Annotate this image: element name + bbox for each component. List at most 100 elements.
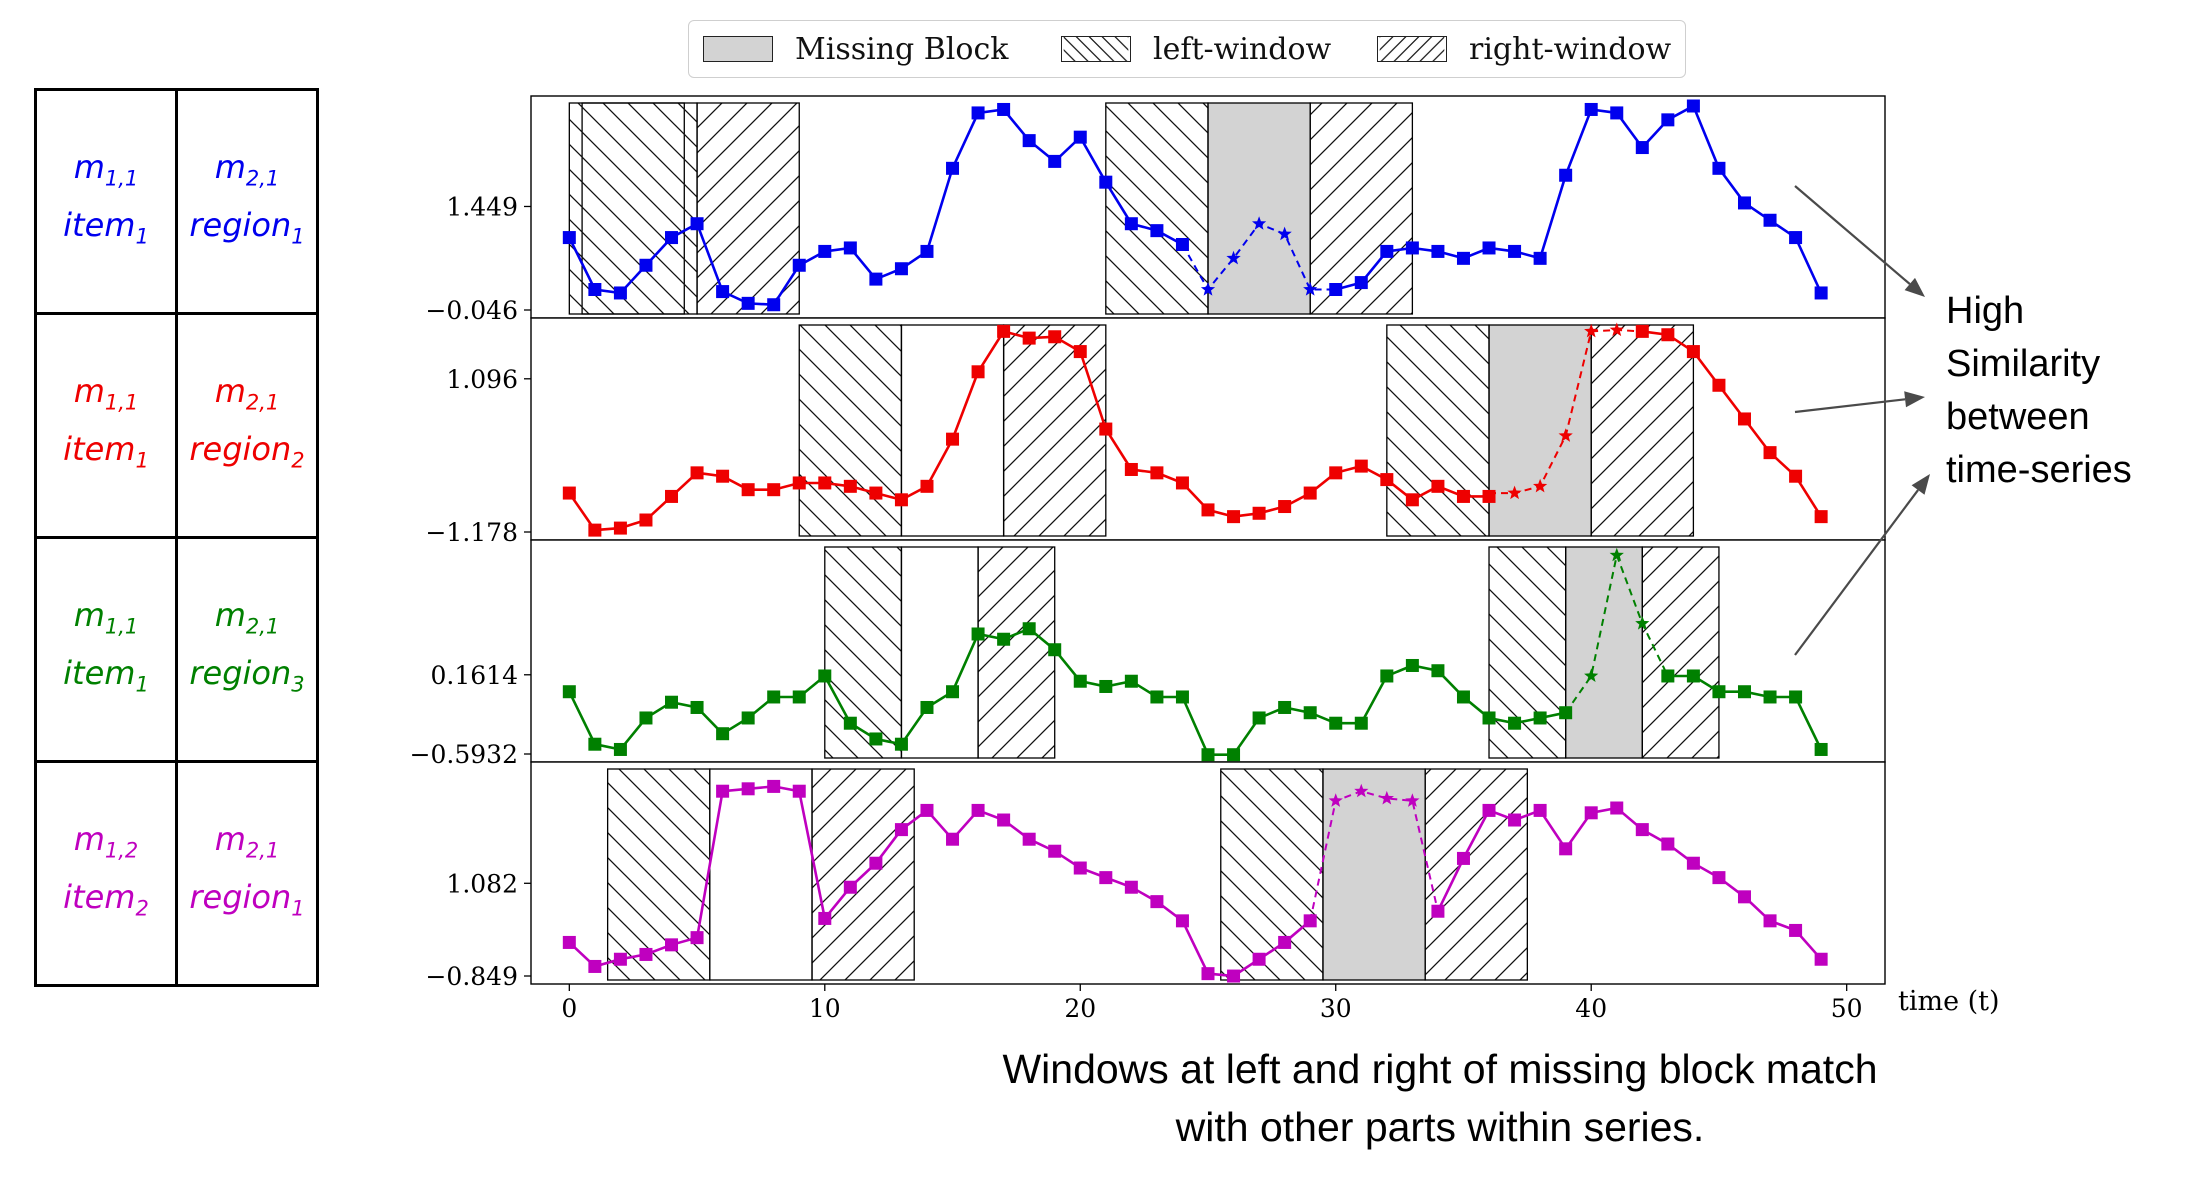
legend-label-right-window: right-window (1469, 31, 1672, 67)
data-point (1227, 748, 1241, 762)
data-point (997, 102, 1011, 116)
figure-caption: Windows at left and right of missing blo… (850, 1040, 2030, 1156)
data-point (1048, 154, 1062, 168)
data-point (1303, 914, 1317, 928)
legend-label-left-window: left-window (1153, 31, 1332, 67)
data-point (1584, 806, 1598, 820)
label-main: item (63, 205, 136, 244)
label-main: m (73, 372, 105, 411)
data-point (971, 627, 985, 641)
label-main: region (189, 653, 292, 692)
data-point (1022, 331, 1036, 345)
data-point (1661, 113, 1675, 127)
chart-legend: Missing Block left-window right-window (688, 20, 1686, 78)
data-point (1022, 134, 1036, 148)
data-point (562, 685, 576, 699)
data-point (894, 493, 908, 507)
label-main: region (189, 205, 292, 244)
imputed-point (1635, 616, 1650, 630)
legend-item-right-window: right-window (1377, 31, 1672, 67)
missing-block (1488, 324, 1592, 537)
label-main: m (214, 372, 246, 411)
label-sub: 3 (291, 671, 305, 696)
label-main: m (73, 148, 105, 187)
subplot-frame (530, 761, 1886, 985)
y-tick-label: 0.1614 (431, 661, 518, 690)
label-sub: 2,1 (245, 614, 280, 639)
annotation-line: between (1946, 396, 2090, 438)
data-point (716, 469, 730, 483)
data-point (869, 486, 883, 500)
data-point (1405, 658, 1419, 672)
data-point (1456, 489, 1470, 503)
data-point (1533, 711, 1547, 725)
label-sub: 1,2 (104, 838, 139, 863)
legend-label-missing: Missing Block (795, 31, 1009, 67)
left-window (1488, 546, 1567, 759)
data-point (1737, 196, 1751, 210)
right-window (1424, 768, 1528, 981)
left-window (824, 546, 903, 759)
data-point (1763, 213, 1777, 227)
data-point (665, 938, 679, 952)
caption-line: with other parts within series. (1175, 1104, 1705, 1150)
label-main: m (214, 596, 246, 635)
data-point (894, 737, 908, 751)
y-tick-label: −0.849 (425, 962, 518, 991)
y-tick-label: −1.178 (425, 518, 518, 547)
data-point (1329, 283, 1343, 297)
label-sub: 1 (291, 895, 305, 920)
data-point (1048, 330, 1062, 344)
legend-item-left-window: left-window (1061, 31, 1332, 67)
arrow-head (1911, 474, 1930, 495)
data-point (792, 784, 806, 798)
arrow-head (1904, 391, 1925, 408)
subplot-panel: 0.1614 −0.5932 (410, 539, 1886, 769)
data-point (613, 952, 627, 966)
series-line (1436, 806, 1823, 961)
data-point (741, 483, 755, 497)
x-tick-label: 40 (1575, 994, 1607, 1023)
data-point (639, 947, 653, 961)
data-point (1559, 706, 1573, 720)
label-main: m (73, 820, 105, 859)
label-sub: 1,1 (104, 614, 139, 639)
data-point (1252, 506, 1266, 520)
data-point (1048, 643, 1062, 657)
data-point (665, 695, 679, 709)
data-point (1686, 669, 1700, 683)
data-point (1175, 476, 1189, 490)
data-point (1737, 685, 1751, 699)
caption-line: Windows at left and right of missing blo… (1002, 1046, 1878, 1092)
label-main: region (189, 429, 292, 468)
data-point (690, 466, 704, 480)
data-point (588, 283, 602, 297)
imputed-point (1226, 250, 1241, 265)
data-point (1099, 679, 1113, 693)
legend-swatch-right-window (1377, 36, 1447, 62)
data-point (971, 365, 985, 379)
imputed-point (1379, 790, 1394, 805)
data-point (997, 813, 1011, 827)
data-point (946, 832, 960, 846)
data-point (1252, 711, 1266, 725)
label-sub: 1 (135, 671, 149, 696)
data-point (1278, 935, 1292, 949)
missing-block (1565, 546, 1643, 759)
y-tick-label: 1.082 (446, 869, 518, 898)
annotation-line: High (1946, 290, 2025, 332)
label-main: item (63, 429, 136, 468)
left-window (1386, 324, 1490, 537)
data-point (1789, 690, 1803, 704)
data-point (818, 669, 832, 683)
data-point (1814, 742, 1828, 756)
data-point (843, 479, 857, 493)
label-sub: 2 (135, 895, 149, 920)
data-point (1456, 851, 1470, 865)
data-point (1533, 803, 1547, 817)
data-point (639, 711, 653, 725)
data-point (1099, 422, 1113, 436)
imputed-point (1609, 547, 1624, 562)
data-point (1482, 241, 1496, 255)
